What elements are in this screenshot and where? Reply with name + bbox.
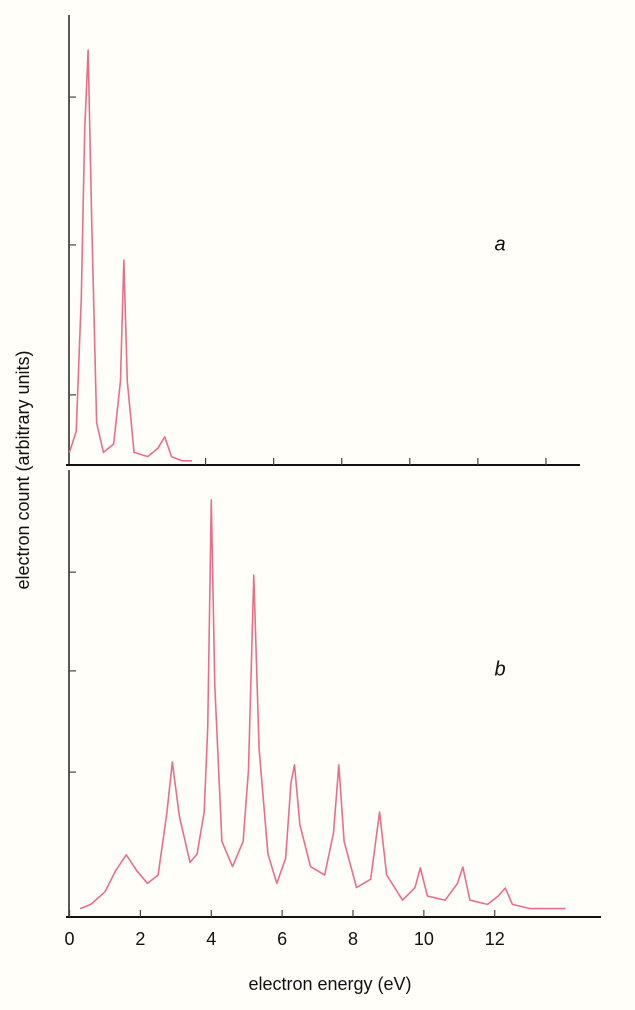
- x-tick-label: 12: [485, 929, 505, 949]
- spectrum-line: [79, 499, 566, 910]
- spectrum-line: [68, 49, 192, 462]
- x-axis-label: electron energy (eV): [248, 974, 411, 994]
- x-tick-label: 4: [206, 929, 216, 949]
- x-tick-label: 8: [348, 929, 358, 949]
- y-axis-label: electron count (arbitrary units): [13, 350, 33, 589]
- x-tick-label: 10: [414, 929, 434, 949]
- x-tick-label: 0: [65, 929, 75, 949]
- panel-label: a: [494, 233, 505, 255]
- x-tick-label: 6: [277, 929, 287, 949]
- x-tick-label: 2: [135, 929, 145, 949]
- panel-label: b: [494, 658, 505, 680]
